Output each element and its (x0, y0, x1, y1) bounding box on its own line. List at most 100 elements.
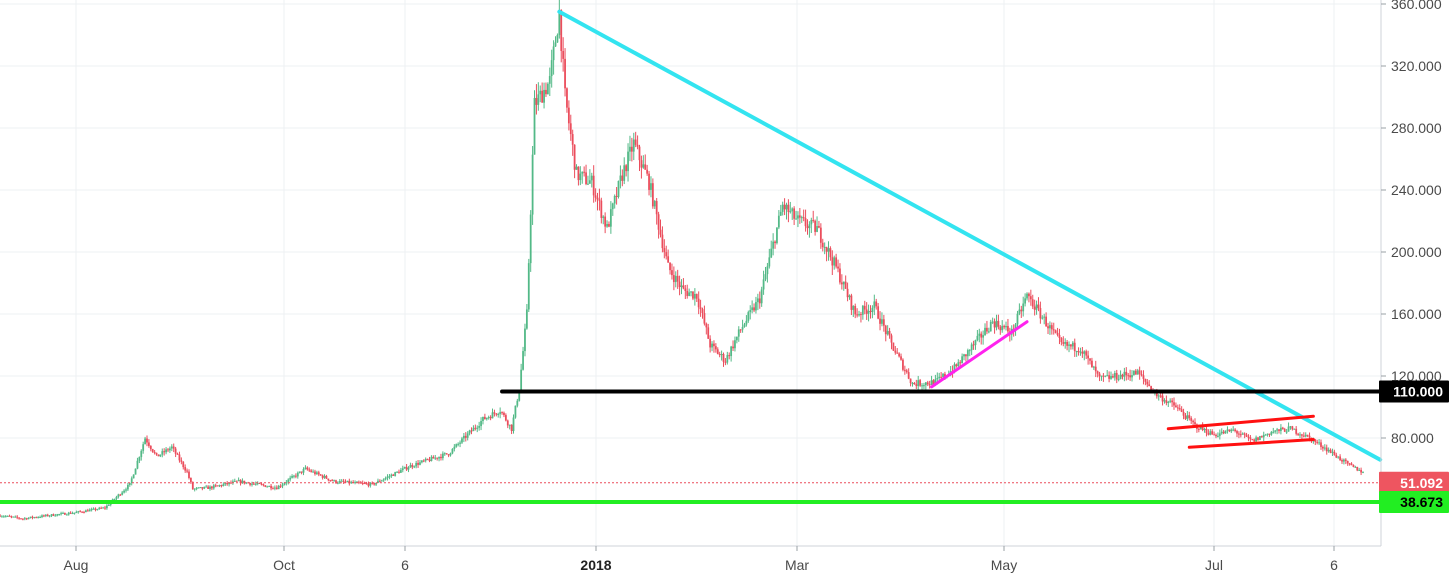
grid-lines (0, 0, 1380, 546)
candle-body (615, 195, 618, 197)
candle-body (304, 467, 307, 470)
candle-body (378, 480, 381, 482)
rising-wedge-line[interactable] (930, 320, 1029, 389)
candle-body (1056, 332, 1059, 335)
candle-body (428, 459, 431, 462)
candle-body (434, 457, 437, 459)
candle-body (917, 380, 920, 387)
candle-body (205, 486, 208, 488)
candle-body (115, 496, 118, 499)
candle-body (718, 354, 721, 356)
candle-body (798, 215, 801, 218)
candle-body (911, 383, 914, 385)
candle-body (407, 467, 410, 470)
candle-body (199, 487, 202, 489)
candle-body (1089, 358, 1091, 361)
candle-body (1096, 371, 1099, 374)
candle-body (92, 508, 95, 510)
candle-body (695, 293, 698, 299)
candle-body (308, 469, 311, 471)
candle-body (978, 333, 981, 336)
candle-body (1301, 434, 1303, 436)
candle-body (388, 476, 391, 478)
candle-body (127, 484, 129, 490)
candle-body (1001, 325, 1004, 331)
candle-body (577, 166, 580, 181)
candle-body (902, 359, 904, 370)
price-axis[interactable]: 80.000 120.000 160.000 200.000 240.000 280.00… (1381, 0, 1442, 446)
candle-body (315, 472, 318, 475)
candle-body (986, 327, 988, 332)
candle-body (711, 343, 713, 348)
candle-body (1033, 306, 1036, 310)
candle-body (558, 9, 561, 36)
x-tick-label: 2018 (580, 557, 611, 573)
candle-body (678, 281, 681, 288)
candle-body (285, 482, 288, 484)
time-axis[interactable]: Aug Oct 6 2018 Mar May Jul 6 (64, 546, 1339, 573)
candle-body (640, 160, 643, 168)
candle-body (730, 346, 733, 357)
candle-body (693, 293, 696, 299)
channel-lower-line[interactable] (1187, 438, 1315, 449)
candle-body (1308, 435, 1311, 438)
candle-body (312, 471, 314, 473)
candle-body (1146, 381, 1149, 385)
candle-body (1037, 304, 1040, 309)
candle-body (348, 480, 351, 484)
candle-body (821, 242, 824, 248)
candle-body (323, 475, 326, 478)
candle-body (220, 485, 223, 487)
candle-body (533, 97, 536, 155)
candle-body (1173, 402, 1175, 406)
candle-body (783, 204, 786, 210)
candle-body (1220, 431, 1223, 434)
candle-body (827, 248, 830, 252)
candle-body (14, 516, 17, 518)
candle-body (1251, 439, 1254, 441)
candle-body (524, 328, 526, 352)
candle-body (604, 216, 607, 227)
candle-body (537, 94, 540, 105)
candle-body (848, 295, 851, 298)
candle-body (1127, 375, 1130, 377)
candle-body (163, 451, 166, 453)
candle-body (1077, 351, 1080, 353)
channel-upper-line[interactable] (1166, 414, 1315, 431)
candle-body (564, 58, 566, 89)
candle-body (1047, 326, 1049, 329)
candle-body (1022, 303, 1025, 312)
candle-body (6, 515, 9, 517)
candle-body (1060, 337, 1063, 343)
candle-body (913, 383, 916, 385)
candle-body (493, 412, 496, 414)
candle-body (1110, 376, 1112, 379)
candle-body (1180, 409, 1183, 412)
candle-body (432, 456, 435, 459)
candle-body (184, 467, 187, 471)
candle-body (602, 216, 605, 218)
candle-body (590, 175, 593, 181)
candle-body (940, 376, 943, 378)
candle-body (898, 353, 901, 357)
candle-body (682, 285, 685, 289)
candle-body (260, 483, 263, 485)
candle-body (491, 412, 494, 419)
candle-body (455, 444, 458, 447)
candle-body (1, 516, 3, 518)
descending-trendline[interactable] (557, 9, 1383, 462)
candle-body (671, 270, 673, 276)
candle-body (100, 507, 103, 509)
candle-body (741, 326, 744, 330)
candle-body (881, 319, 883, 324)
candle-body (31, 516, 34, 518)
candle-body (860, 314, 862, 316)
candle-body (875, 301, 878, 307)
candle-body (993, 321, 996, 328)
candle-body (516, 400, 519, 406)
candle-body (508, 424, 511, 426)
candle-body (651, 183, 654, 207)
candle-body (106, 505, 108, 509)
candle-body (989, 321, 992, 332)
